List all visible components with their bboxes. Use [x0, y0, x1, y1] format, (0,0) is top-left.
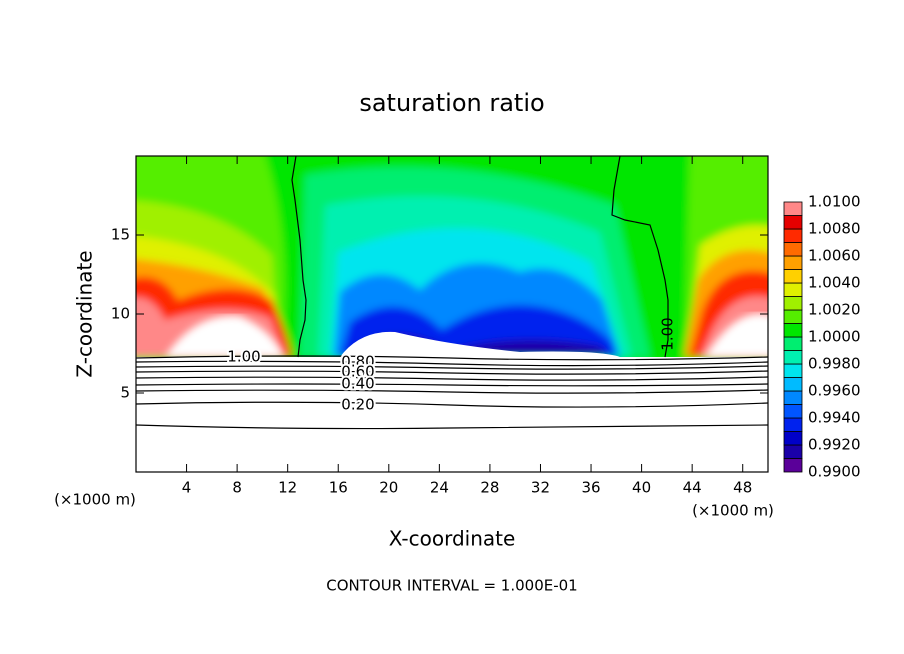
y-tick-label: 15 [111, 226, 130, 244]
white-region [136, 331, 768, 472]
colorbar: 1.0100 1.0080 1.0060 1.0040 1.0020 1.0000 0.99… [783, 193, 861, 481]
colorbar-box [783, 215, 803, 230]
contour-lines [136, 156, 768, 430]
contour-label: 0.60 [341, 363, 374, 381]
colorbar-label: 1.0020 [808, 301, 861, 319]
colorbar-label: 0.9940 [808, 409, 861, 427]
contour-labels: 1.00 0.80 0.60 0.40 0.20 1.00 [225, 317, 677, 415]
colorbar-box [783, 242, 803, 257]
colorbar-box [783, 296, 803, 311]
x-tick-label: 12 [278, 479, 297, 497]
colorbar-label: 1.0040 [808, 274, 861, 292]
colorbar-box [783, 404, 803, 419]
contour-label: 0.40 [341, 375, 374, 393]
white-region [165, 315, 284, 357]
x-tick-label: 32 [531, 479, 550, 497]
colorbar-box [783, 309, 803, 324]
colorbar-box [783, 350, 803, 365]
x-tick-label: 48 [733, 479, 752, 497]
x-tick-label: 20 [379, 479, 398, 497]
colorbar-box [783, 458, 803, 473]
colorbar-label: 1.0100 [808, 193, 861, 211]
white-region [705, 313, 768, 357]
x-tick-label: 36 [581, 479, 600, 497]
y-axis-title: Z-coordinate [73, 250, 97, 377]
colorbar-box [783, 377, 803, 392]
colorbar-box [783, 323, 803, 338]
colorbar-label: 1.0000 [808, 328, 861, 346]
contour-label: 0.80 [341, 353, 374, 371]
colorbar-box [783, 228, 803, 243]
x-unit: (×1000 m) [54, 491, 136, 509]
x-tick-label: 44 [683, 479, 702, 497]
colorbar-label: 1.0080 [808, 220, 861, 238]
contour-label: 0.20 [341, 396, 374, 414]
x-tick-label: 8 [232, 479, 242, 497]
colorbar-box [783, 255, 803, 270]
contour-field [136, 156, 768, 472]
colorbar-box [783, 431, 803, 446]
x-tick-label: 40 [632, 479, 651, 497]
y-tick-label: 5 [120, 384, 130, 402]
x-tick-label: 28 [480, 479, 499, 497]
x-unit: (×1000 m) [692, 502, 774, 520]
x-tick-label: 24 [430, 479, 449, 497]
colorbar-label: 1.0060 [808, 247, 861, 265]
contour-label: 1.00 [227, 348, 260, 366]
colorbar-label: 0.9900 [808, 463, 861, 481]
colorbar-label: 0.9920 [808, 436, 861, 454]
colorbar-box [783, 444, 803, 459]
colorbar-box [783, 336, 803, 351]
colorbar-label: 0.9980 [808, 355, 861, 373]
footer: CONTOUR INTERVAL = 1.000E-01 [326, 577, 577, 595]
y-tick-label: 10 [111, 305, 130, 323]
contour-label: 1.00 [659, 317, 677, 350]
colorbar-box [783, 363, 803, 378]
chart-title: saturation ratio [359, 89, 544, 117]
x-axis-title: X-coordinate [389, 527, 516, 551]
colorbar-box [783, 201, 803, 216]
colorbar-box [783, 269, 803, 284]
field-fill [136, 156, 768, 472]
colorbar-box [783, 282, 803, 297]
colorbar-box [783, 417, 803, 432]
x-tick-label: 4 [182, 479, 192, 497]
colorbar-label: 0.9960 [808, 382, 861, 400]
colorbar-box [783, 390, 803, 405]
x-tick-label: 16 [329, 479, 348, 497]
